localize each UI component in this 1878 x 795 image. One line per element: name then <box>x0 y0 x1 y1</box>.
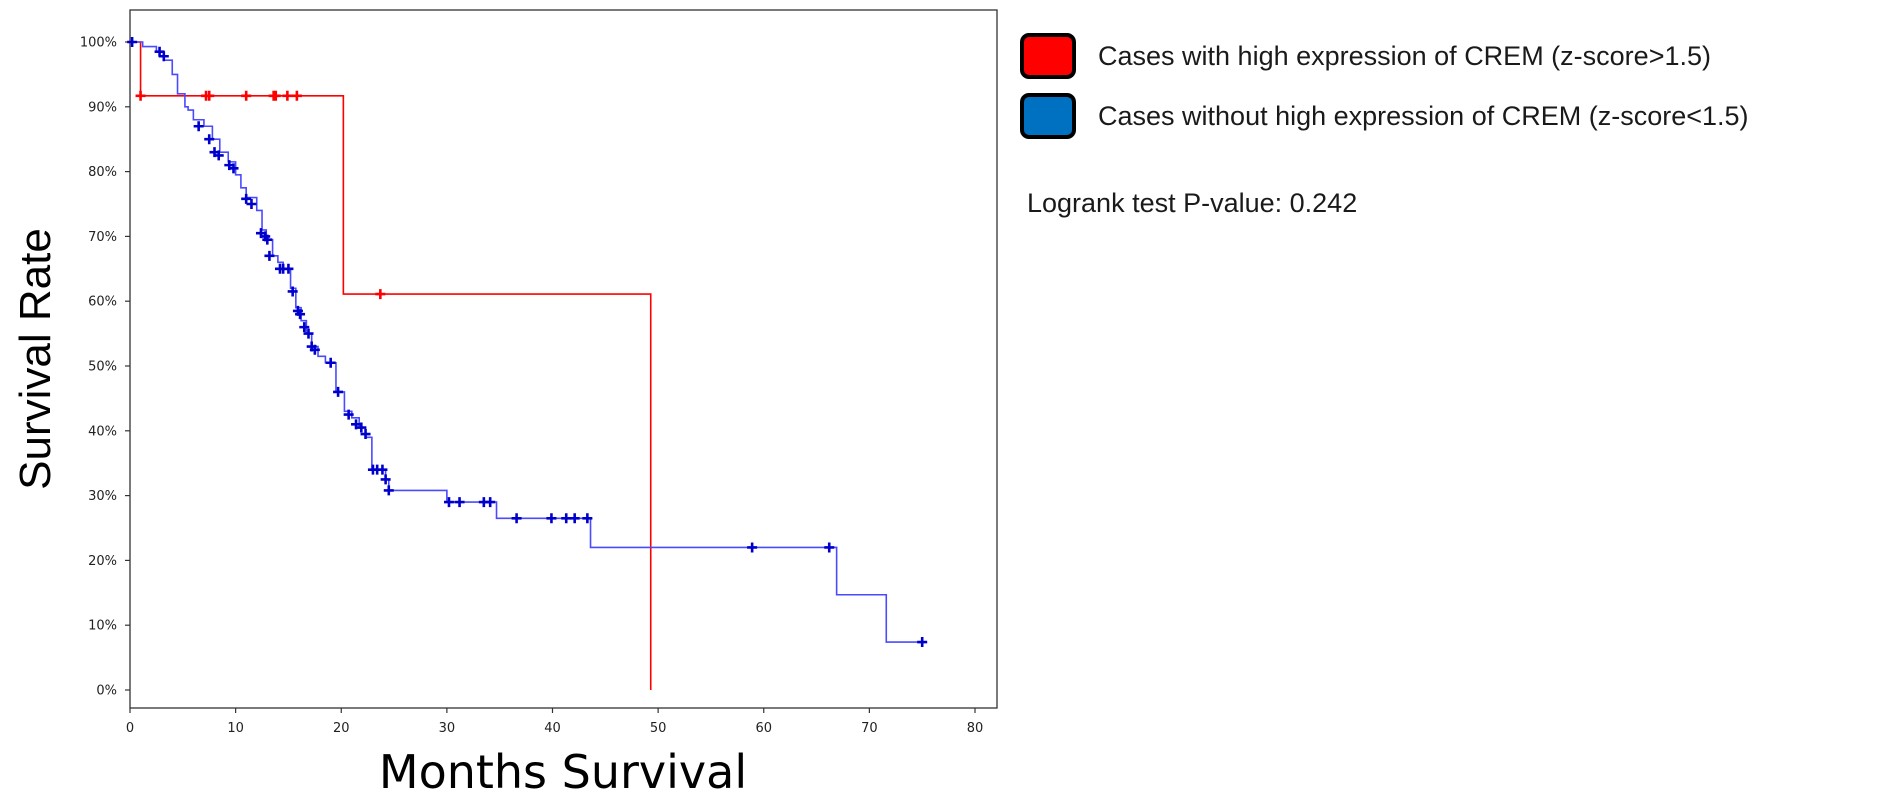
censor-marker <box>127 37 138 47</box>
censor-marker <box>291 90 302 101</box>
censor-marker <box>309 344 320 355</box>
censor-marker <box>383 485 394 496</box>
censor-marker <box>193 121 204 132</box>
series-line-low <box>130 41 923 643</box>
y-tick-label: 0% <box>96 684 117 699</box>
y-tick-label: 50% <box>88 360 117 375</box>
censor-marker <box>747 542 758 553</box>
censor-marker <box>333 386 344 397</box>
censor-marker <box>454 497 465 508</box>
plot-frame <box>129 9 998 709</box>
censor-marker <box>303 328 314 339</box>
logrank-text: Logrank test P-value: 0.242 <box>1027 188 1358 218</box>
censor-marker <box>295 309 306 320</box>
censor-marker <box>135 90 146 101</box>
axes: Survival Rate Months Survival <box>11 9 998 795</box>
censor-marker <box>375 289 386 300</box>
x-tick-label: 70 <box>861 721 878 736</box>
censor-marker <box>283 263 294 274</box>
censor-marker <box>582 513 593 524</box>
survival-chart: Survival Rate Months Survival 0 10 20 30 40 5… <box>11 9 998 795</box>
censor-marker <box>380 474 391 485</box>
censor-markers <box>127 37 928 648</box>
censor-marker <box>443 497 454 508</box>
censor-marker <box>241 90 252 101</box>
legend-item-high: Cases with high expression of CREM (z-sc… <box>1020 28 1749 84</box>
logrank-annotation: Logrank test P-value: 0.242 <box>1027 188 1357 219</box>
censor-marker <box>511 513 522 524</box>
legend: Cases with high expression of CREM (z-sc… <box>1020 28 1749 148</box>
censor-marker <box>241 193 252 204</box>
censor-marker <box>360 429 371 440</box>
x-tick-label: 50 <box>650 721 667 736</box>
legend-item-low: Cases without high expression of CREM (z… <box>1020 88 1749 144</box>
legend-swatch-high <box>1020 33 1076 79</box>
censor-marker <box>325 357 336 368</box>
x-tick-label: 30 <box>439 721 456 736</box>
y-tick-label: 100% <box>80 36 117 51</box>
censor-marker <box>213 150 224 161</box>
y-tick-label: 60% <box>88 295 117 310</box>
x-tick-label: 0 <box>126 721 134 736</box>
censor-marker <box>351 419 362 430</box>
y-tick-label: 30% <box>88 489 117 504</box>
censor-marker <box>485 497 496 508</box>
legend-label-high: Cases with high expression of CREM (z-sc… <box>1098 40 1711 71</box>
x-tick-label: 40 <box>544 721 561 736</box>
y-tick-label: 80% <box>88 165 117 180</box>
censor-marker <box>264 250 275 261</box>
censor-marker <box>356 422 367 433</box>
censor-marker <box>377 464 388 475</box>
censor-marker <box>204 90 215 101</box>
censor-marker <box>246 199 257 209</box>
censor-marker <box>262 234 273 245</box>
x-axis-title: Months Survival <box>379 745 747 795</box>
x-tick-label: 60 <box>755 721 772 736</box>
x-tick-label: 80 <box>967 721 984 736</box>
tick-labels: 0 10 20 30 40 50 60 70 80 0% 10% 20% 30% 40% 50% 60% 70%… <box>80 36 983 737</box>
legend-swatch-low <box>1020 93 1076 139</box>
censor-marker <box>282 90 293 101</box>
legend-label-low: Cases without high expression of CREM (z… <box>1098 100 1749 131</box>
censor-marker <box>204 134 215 145</box>
censor-marker <box>228 163 239 174</box>
y-tick-label: 90% <box>88 100 117 115</box>
censor-marker <box>546 513 557 524</box>
censor-marker <box>287 286 298 297</box>
y-tick-label: 70% <box>88 230 117 245</box>
censor-marker <box>270 90 281 101</box>
censor-marker <box>569 513 580 524</box>
x-tick-label: 20 <box>333 721 350 736</box>
y-tick-label: 10% <box>88 619 117 634</box>
censor-marker <box>299 322 310 333</box>
censor-marker <box>158 51 169 62</box>
y-tick-label: 40% <box>88 424 117 439</box>
y-axis-title: Survival Rate <box>11 228 60 490</box>
censor-marker <box>343 409 354 420</box>
censor-marker <box>824 542 835 553</box>
censor-marker <box>917 637 928 648</box>
x-tick-label: 10 <box>227 721 244 736</box>
series-lines <box>130 41 923 690</box>
censor-marker <box>561 513 572 524</box>
y-tick-label: 20% <box>88 554 117 569</box>
